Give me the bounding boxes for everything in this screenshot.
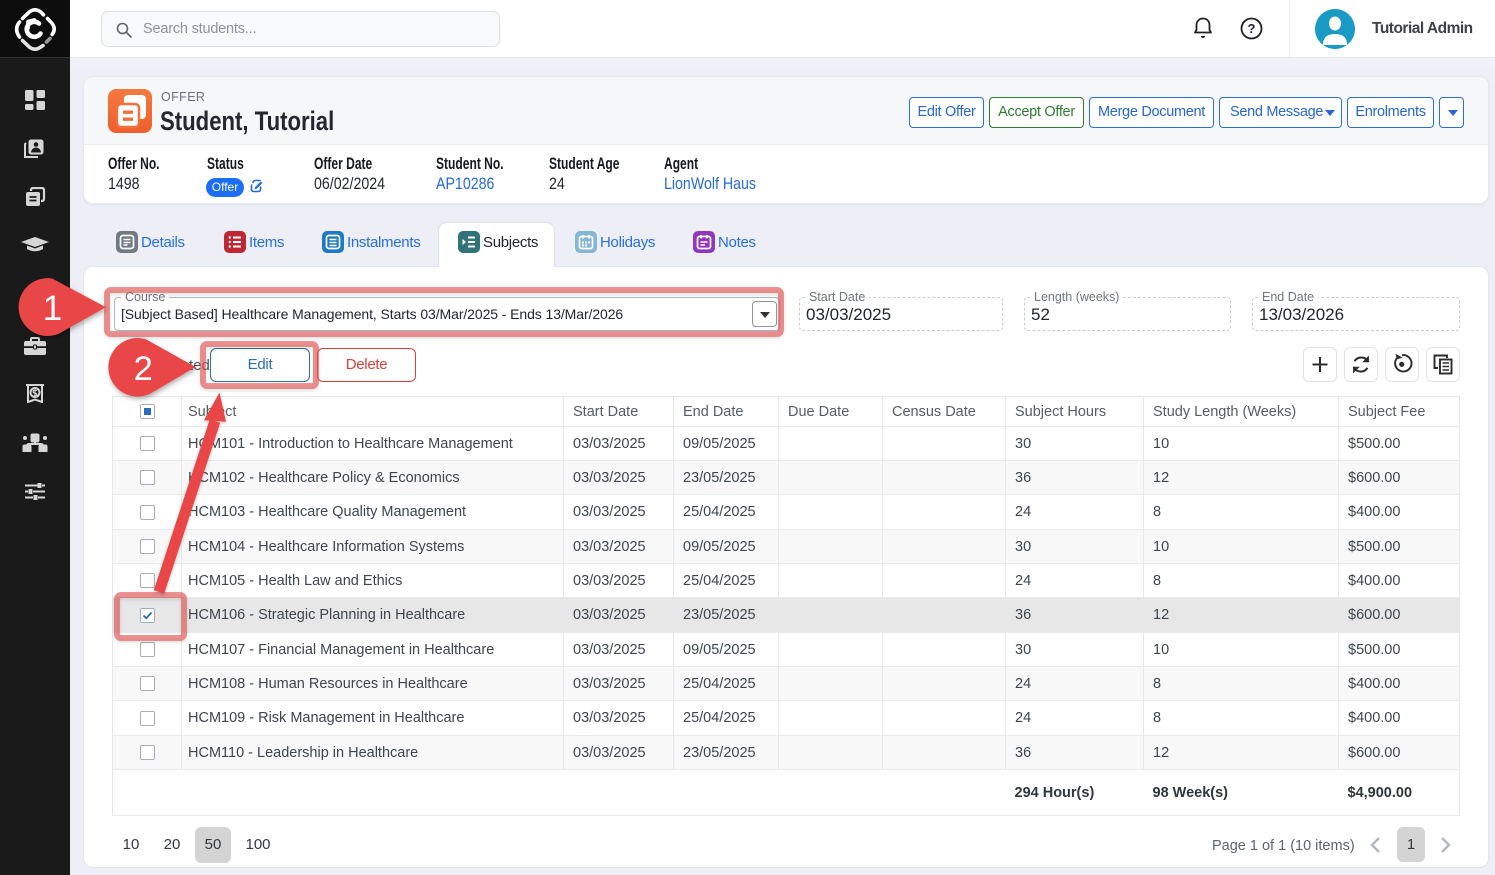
svg-text:?: ? — [1248, 21, 1256, 36]
